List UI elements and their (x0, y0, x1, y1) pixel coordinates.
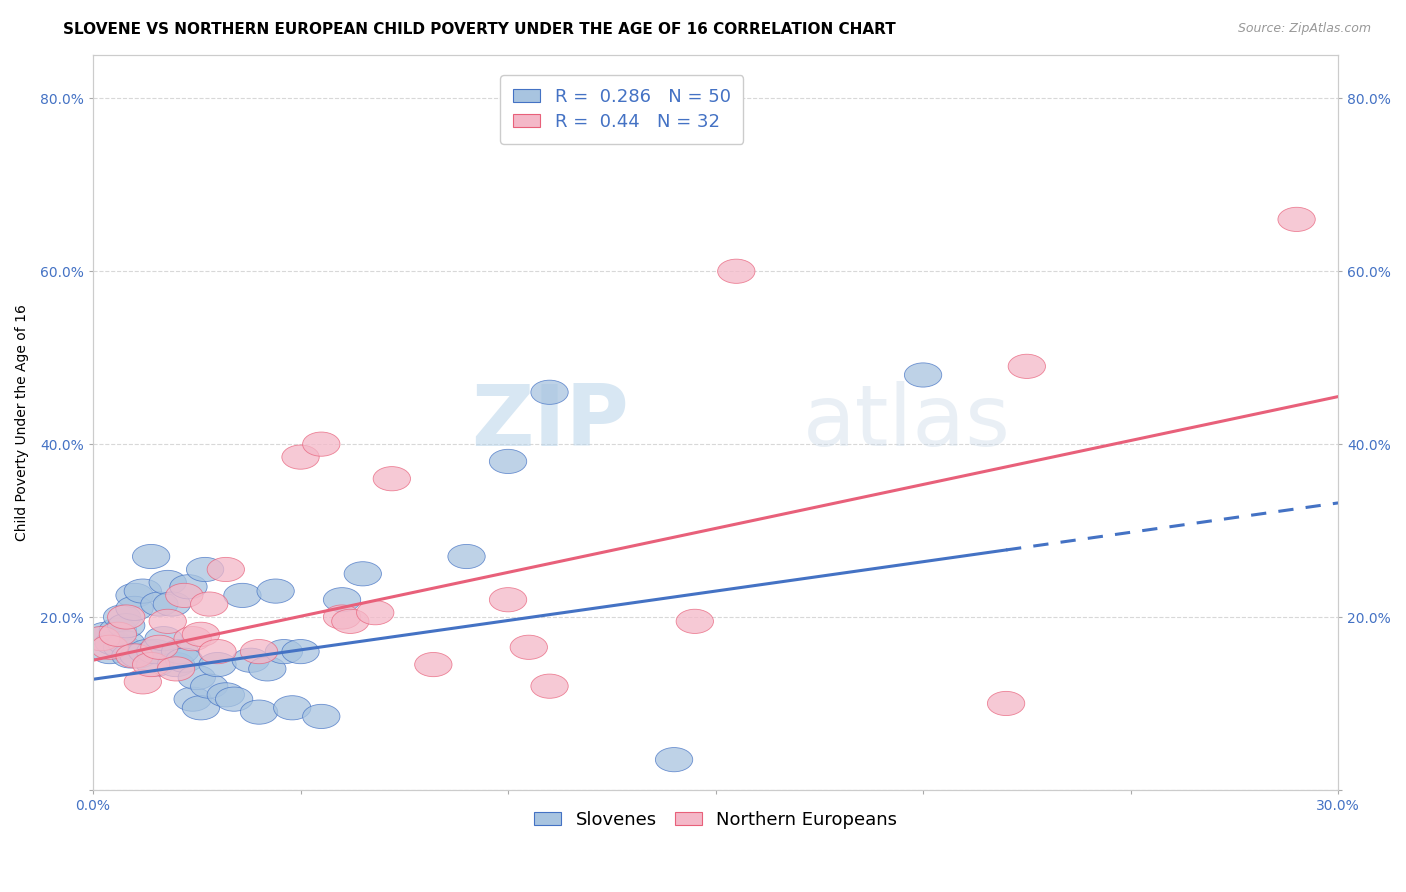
Ellipse shape (183, 623, 219, 647)
Ellipse shape (170, 574, 207, 599)
Ellipse shape (115, 596, 153, 621)
Ellipse shape (132, 652, 170, 677)
Text: ZIP: ZIP (471, 381, 628, 464)
Ellipse shape (676, 609, 713, 633)
Ellipse shape (323, 605, 361, 629)
Ellipse shape (120, 644, 157, 668)
Ellipse shape (198, 652, 236, 677)
Ellipse shape (240, 640, 278, 664)
Ellipse shape (174, 687, 211, 711)
Ellipse shape (107, 631, 145, 655)
Ellipse shape (91, 640, 128, 664)
Ellipse shape (302, 432, 340, 456)
Ellipse shape (1008, 354, 1046, 378)
Ellipse shape (107, 614, 145, 638)
Ellipse shape (124, 579, 162, 603)
Ellipse shape (207, 558, 245, 582)
Ellipse shape (141, 635, 179, 659)
Ellipse shape (104, 605, 141, 629)
Ellipse shape (83, 626, 120, 651)
Ellipse shape (717, 260, 755, 284)
Ellipse shape (240, 700, 278, 724)
Ellipse shape (124, 670, 162, 694)
Ellipse shape (149, 570, 187, 595)
Ellipse shape (489, 450, 527, 474)
Ellipse shape (115, 644, 153, 668)
Ellipse shape (87, 623, 124, 647)
Ellipse shape (332, 609, 368, 633)
Ellipse shape (274, 696, 311, 720)
Ellipse shape (281, 445, 319, 469)
Ellipse shape (232, 648, 270, 673)
Ellipse shape (187, 558, 224, 582)
Ellipse shape (100, 618, 136, 642)
Ellipse shape (162, 640, 198, 664)
Ellipse shape (207, 682, 245, 707)
Ellipse shape (266, 640, 302, 664)
Ellipse shape (904, 363, 942, 387)
Ellipse shape (198, 640, 236, 664)
Ellipse shape (531, 674, 568, 698)
Ellipse shape (191, 674, 228, 698)
Ellipse shape (179, 665, 215, 690)
Ellipse shape (174, 626, 211, 651)
Y-axis label: Child Poverty Under the Age of 16: Child Poverty Under the Age of 16 (15, 304, 30, 541)
Ellipse shape (415, 652, 451, 677)
Ellipse shape (183, 696, 219, 720)
Ellipse shape (136, 652, 174, 677)
Ellipse shape (1278, 207, 1315, 232)
Ellipse shape (141, 592, 179, 616)
Ellipse shape (510, 635, 547, 659)
Ellipse shape (149, 609, 187, 633)
Ellipse shape (257, 579, 294, 603)
Legend: Slovenes, Northern Europeans: Slovenes, Northern Europeans (527, 804, 904, 836)
Text: Source: ZipAtlas.com: Source: ZipAtlas.com (1237, 22, 1371, 36)
Ellipse shape (132, 544, 170, 568)
Ellipse shape (153, 592, 191, 616)
Ellipse shape (302, 705, 340, 729)
Ellipse shape (449, 544, 485, 568)
Ellipse shape (281, 640, 319, 664)
Ellipse shape (987, 691, 1025, 715)
Ellipse shape (224, 583, 262, 607)
Ellipse shape (166, 583, 202, 607)
Text: atlas: atlas (803, 381, 1011, 464)
Ellipse shape (128, 640, 166, 664)
Ellipse shape (145, 626, 183, 651)
Ellipse shape (100, 623, 136, 647)
Ellipse shape (107, 605, 145, 629)
Ellipse shape (166, 648, 202, 673)
Ellipse shape (115, 583, 153, 607)
Ellipse shape (191, 592, 228, 616)
Ellipse shape (104, 635, 141, 659)
Ellipse shape (96, 631, 132, 655)
Ellipse shape (357, 600, 394, 624)
Ellipse shape (136, 640, 174, 664)
Ellipse shape (489, 588, 527, 612)
Ellipse shape (373, 467, 411, 491)
Ellipse shape (249, 657, 285, 681)
Ellipse shape (83, 626, 120, 651)
Ellipse shape (323, 588, 361, 612)
Ellipse shape (531, 380, 568, 404)
Text: SLOVENE VS NORTHERN EUROPEAN CHILD POVERTY UNDER THE AGE OF 16 CORRELATION CHART: SLOVENE VS NORTHERN EUROPEAN CHILD POVER… (63, 22, 896, 37)
Ellipse shape (91, 635, 128, 659)
Ellipse shape (215, 687, 253, 711)
Ellipse shape (157, 652, 194, 677)
Ellipse shape (111, 644, 149, 668)
Ellipse shape (344, 562, 381, 586)
Ellipse shape (157, 657, 194, 681)
Ellipse shape (655, 747, 693, 772)
